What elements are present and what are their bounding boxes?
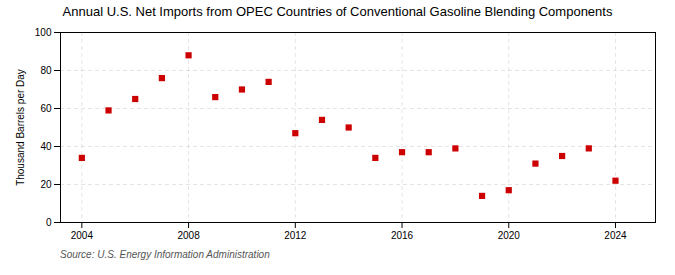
svg-text:20: 20 xyxy=(40,179,52,190)
svg-text:40: 40 xyxy=(40,141,52,152)
svg-text:2004: 2004 xyxy=(71,230,94,241)
svg-text:2024: 2024 xyxy=(604,230,627,241)
svg-text:Thousand Barrels per Day: Thousand Barrels per Day xyxy=(15,69,26,186)
svg-text:100: 100 xyxy=(35,27,52,38)
svg-text:0: 0 xyxy=(46,217,52,228)
svg-text:2008: 2008 xyxy=(177,230,200,241)
svg-text:2012: 2012 xyxy=(284,230,307,241)
svg-text:80: 80 xyxy=(40,65,52,76)
svg-text:2020: 2020 xyxy=(498,230,521,241)
svg-text:60: 60 xyxy=(40,103,52,114)
svg-text:2016: 2016 xyxy=(391,230,414,241)
html-text:Annual U.S. Net Imports from O: Annual U.S. Net Imports from OPEC Countr… xyxy=(62,4,613,19)
html-text:Source: U.S. Energy Informatio: Source: U.S. Energy Information Administ… xyxy=(60,249,270,260)
